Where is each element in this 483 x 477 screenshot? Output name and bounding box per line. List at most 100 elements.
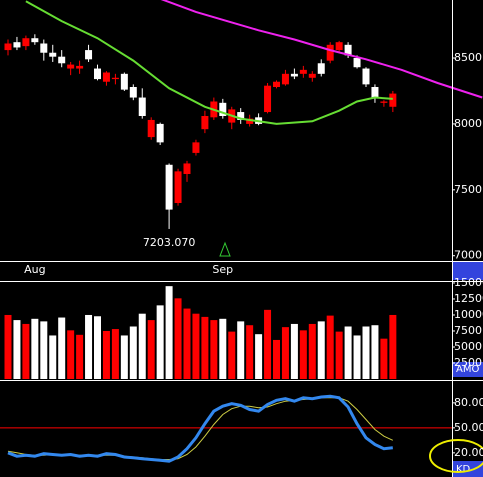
volume-bar: [58, 317, 66, 379]
candle-body: [201, 116, 209, 130]
x-tick-label: Aug: [24, 263, 45, 276]
volume-bar: [183, 308, 191, 379]
volume-bar: [281, 327, 289, 379]
volume-bar: [147, 320, 155, 379]
candle-body: [264, 85, 272, 113]
y-tick-label: 2500: [454, 356, 482, 369]
candle-body: [85, 50, 93, 60]
y-tick-label: 7500: [454, 324, 482, 337]
volume-bar: [353, 335, 361, 379]
volume-bar: [371, 325, 379, 379]
volume-bar: [237, 321, 245, 379]
candle-body: [299, 69, 307, 74]
candle-body: [13, 42, 21, 48]
candle-body: [290, 73, 298, 77]
volume-bar: [129, 326, 137, 379]
candle-body: [58, 56, 66, 64]
y-tick-label: 15000: [454, 276, 483, 289]
marker-triangle: [219, 241, 231, 257]
candle-body: [111, 77, 119, 80]
volume-bar: [228, 331, 236, 379]
volume-bar: [344, 326, 352, 379]
candle-body: [335, 42, 343, 51]
volume-bar: [76, 334, 84, 379]
candle-body: [344, 44, 352, 56]
candle-body: [4, 43, 12, 51]
y-tick-label: 10000: [454, 308, 483, 321]
volume-bar: [317, 321, 325, 379]
candle-body: [389, 93, 397, 107]
y-tick-label: 8500.00: [454, 51, 483, 64]
volume-bar: [219, 318, 227, 379]
volume-bar: [67, 330, 75, 379]
candle-body: [174, 171, 182, 203]
candle-body: [219, 102, 227, 116]
volume-bar: [335, 331, 343, 379]
volume-bar: [174, 298, 182, 379]
candle-body: [94, 68, 101, 80]
volume-label: AMO: [456, 364, 479, 375]
moving-average: [160, 0, 483, 99]
y-tick-label: 80.00: [454, 396, 483, 409]
candle-body: [380, 101, 388, 103]
y-tick-label: 12500: [454, 292, 483, 305]
candle-body: [156, 123, 164, 143]
volume-bar: [264, 309, 272, 379]
candle-body: [192, 142, 200, 153]
candle-body: [326, 44, 334, 61]
candle-body: [371, 87, 379, 98]
candle-body: [246, 118, 254, 124]
candle-body: [102, 72, 110, 82]
volume-bar: [111, 329, 119, 379]
candle-body: [308, 73, 316, 78]
y-tick-label: 7000.00: [454, 249, 483, 262]
candle-body: [120, 73, 128, 90]
volume-bar: [308, 323, 316, 379]
candle-body: [165, 164, 173, 210]
volume-bar: [299, 330, 307, 379]
candle-body: [317, 63, 325, 74]
candle-body: [31, 38, 39, 43]
candle-body: [281, 73, 289, 85]
volume-bar: [120, 335, 128, 379]
y-tick-label: 20.00: [454, 446, 483, 459]
volume-bar: [40, 321, 48, 379]
volume-bar: [22, 323, 30, 379]
oscillator-line: [7, 394, 393, 463]
volume-bar: [31, 318, 39, 379]
volume-bar: [290, 323, 298, 379]
candle-body: [183, 163, 191, 174]
volume-bar: [138, 313, 146, 379]
volume-bar: [4, 314, 12, 379]
volume-bar: [246, 325, 254, 379]
volume-bar: [192, 313, 200, 379]
highlight-circle: [429, 439, 483, 473]
candle-body: [237, 112, 245, 120]
candle-body: [147, 119, 155, 138]
volume-bar: [326, 315, 334, 379]
volume-bar: [156, 305, 164, 379]
volume-bar: [102, 330, 110, 379]
volume-bar: [85, 314, 93, 379]
volume-bar: [13, 320, 21, 379]
candle-body: [76, 65, 84, 69]
candle-body: [362, 68, 370, 85]
volume-bar: [362, 326, 370, 379]
candle-body: [40, 43, 48, 53]
low-annotation: 7203.070: [143, 236, 196, 249]
x-tick-label: Sep: [212, 263, 233, 276]
candle-body: [129, 87, 137, 98]
volume-bar: [94, 316, 101, 379]
y-tick-label: 50.00: [454, 421, 483, 434]
volume-bar: [49, 335, 57, 379]
volume-bar: [380, 338, 388, 379]
panel-tab: [452, 461, 483, 477]
y-tick-label: 7500.00: [454, 183, 483, 196]
y-tick-label: 8000.00: [454, 117, 483, 130]
panel-tab: [452, 362, 483, 377]
axis-tab: [452, 262, 483, 280]
candle-body: [273, 81, 280, 87]
volume-bar: [165, 286, 173, 379]
